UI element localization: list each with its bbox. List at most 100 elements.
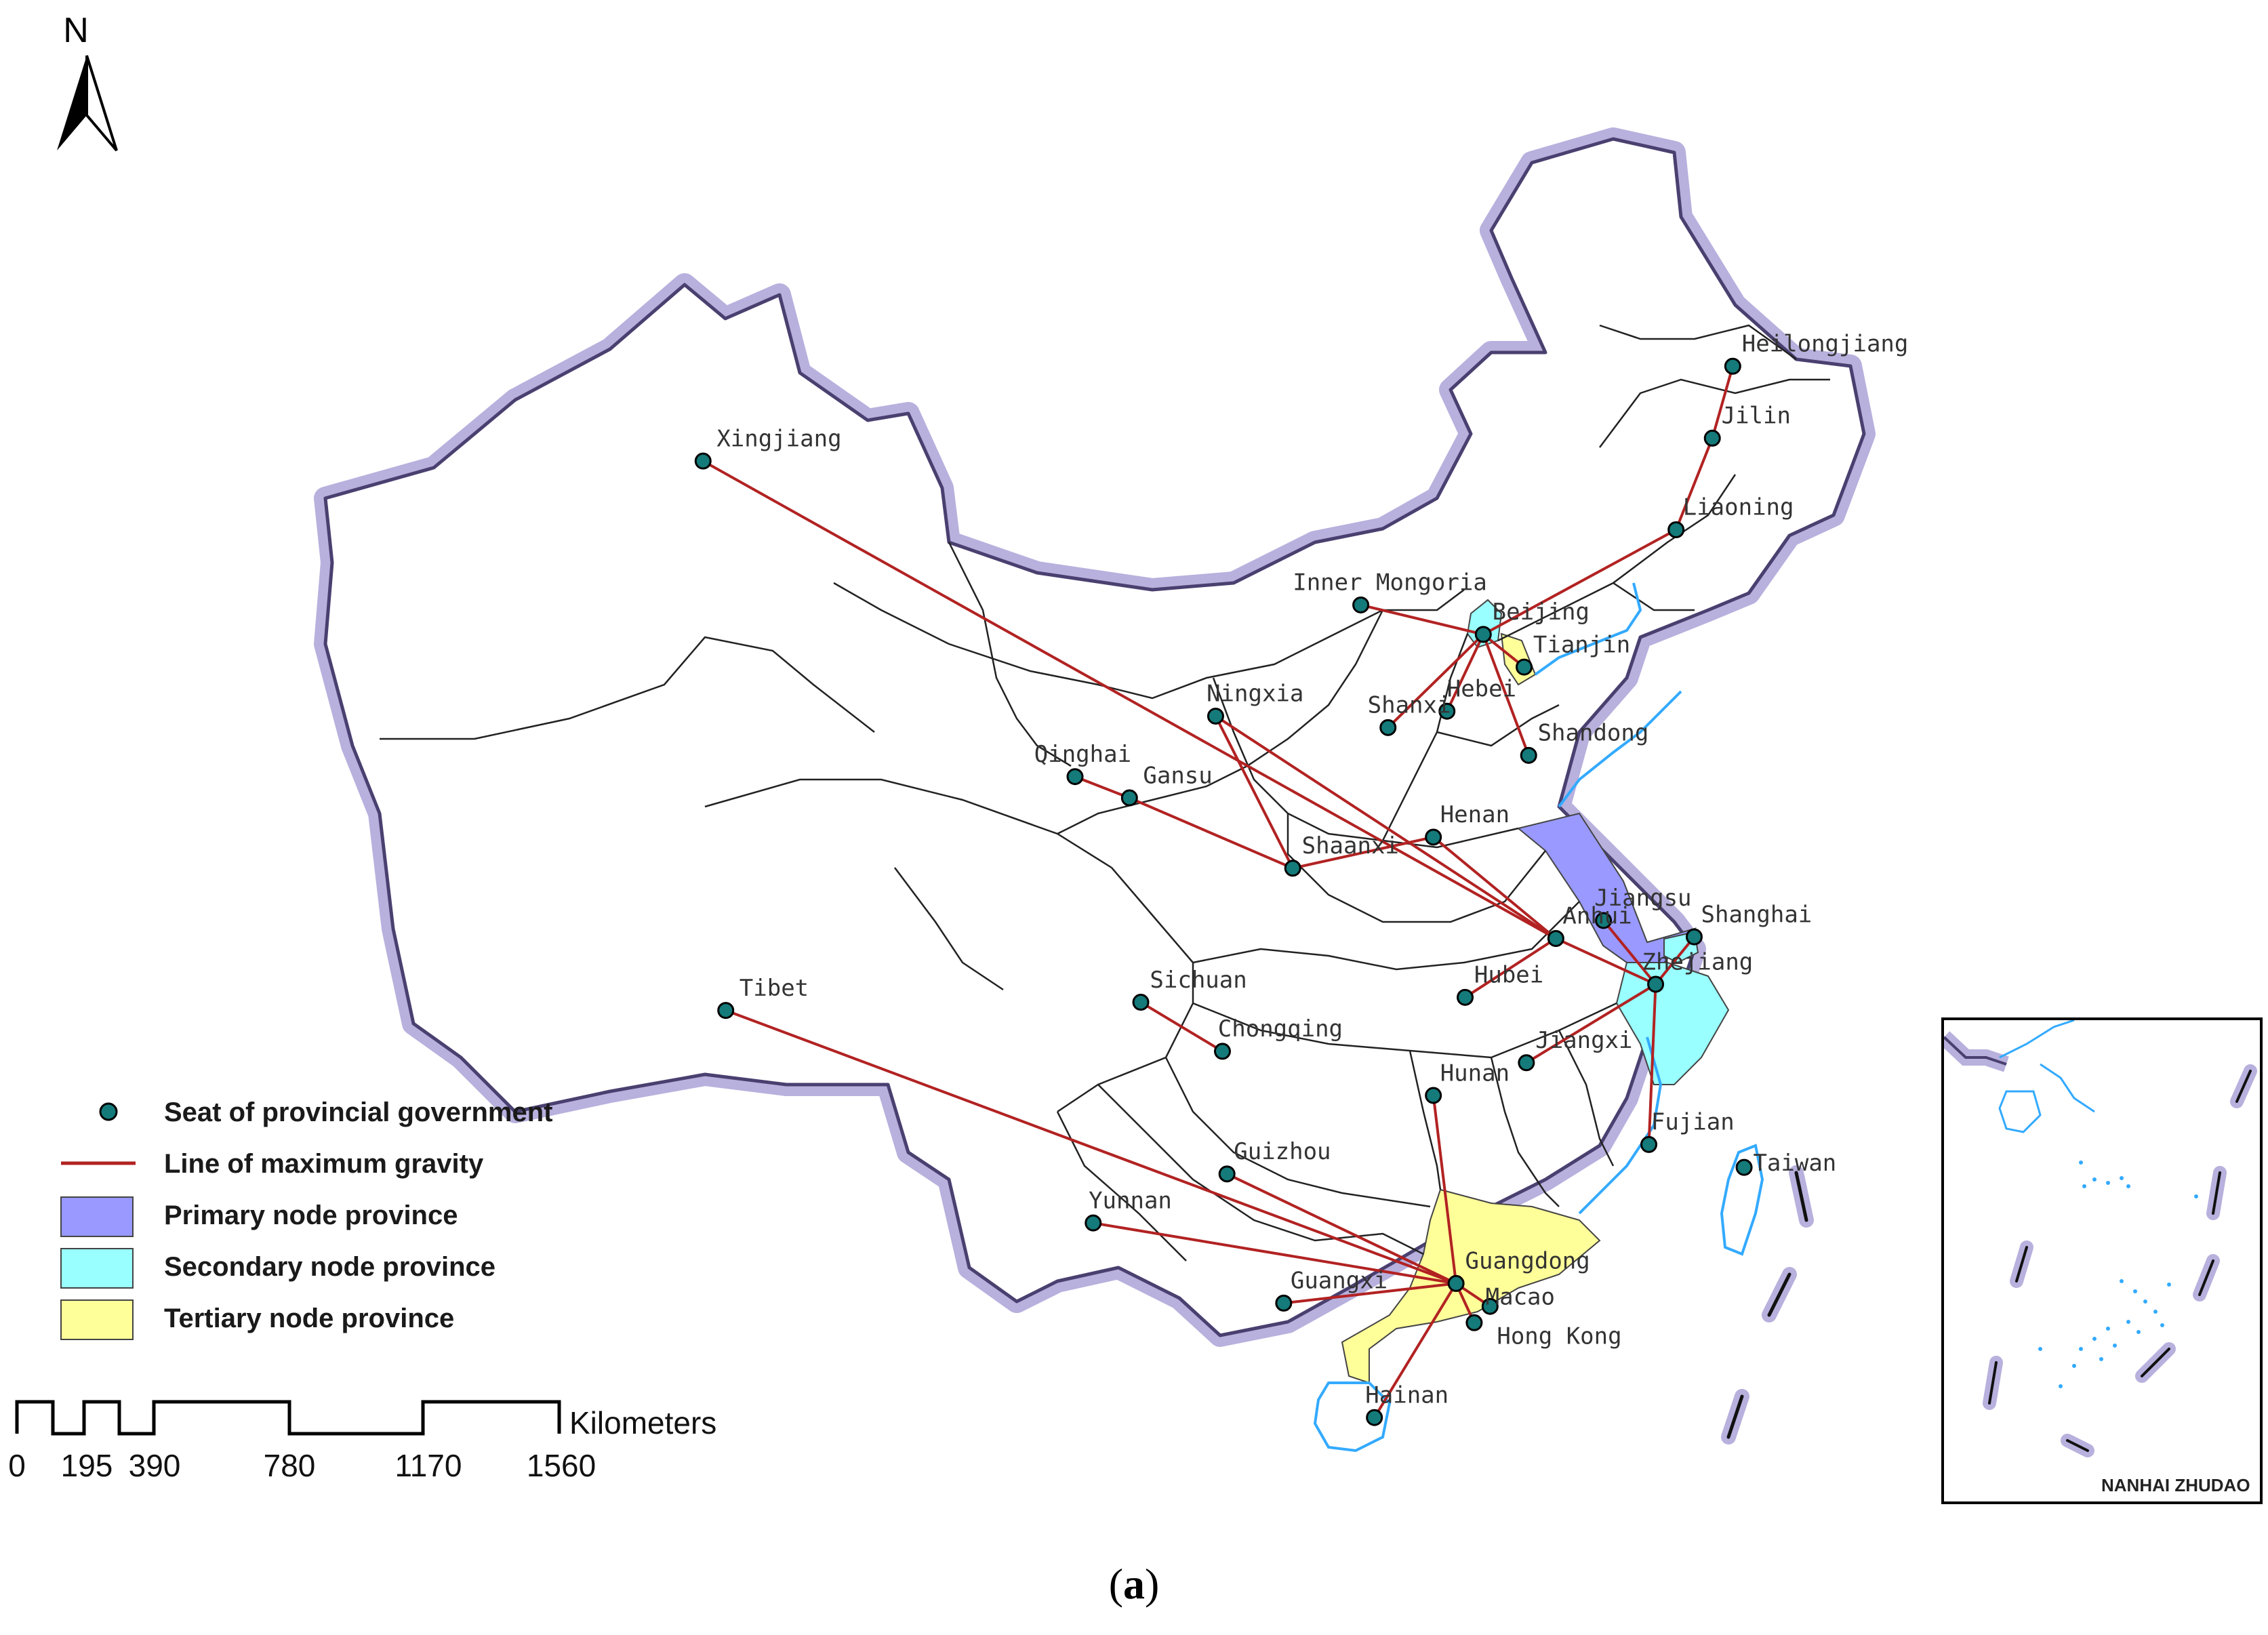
seat-point-zhejiang <box>1647 975 1665 993</box>
province-label-sichuan: Sichuan <box>1150 967 1247 994</box>
gravity-line-hainan-guangdong <box>1373 1283 1457 1419</box>
seat-point-beijing <box>1474 626 1492 643</box>
scale-bar-line <box>15 1400 561 1436</box>
gravity-line-anhui-zhejiang <box>1555 937 1657 986</box>
province-label-gansu: Gansu <box>1143 762 1212 789</box>
gravity-line-qinghai-gansu <box>1074 775 1131 799</box>
legend: Seat of provincial government Line of ma… <box>60 1097 552 1340</box>
gravity-line-guangxi-guangdong <box>1283 1282 1457 1305</box>
seat-point-hebei <box>1438 702 1456 720</box>
gravity-line-tianjin-beijing <box>1482 633 1525 668</box>
gravity-line-shandong-beijing <box>1482 634 1531 756</box>
country-outline <box>314 127 1876 1347</box>
province-label-heilongjiang: Heilongjiang <box>1742 331 1909 358</box>
gravity-line-xingjiang-anhui <box>702 460 1557 940</box>
north-arrow-icon <box>57 56 87 150</box>
province-zhejiang-secondary <box>1615 962 1730 1085</box>
gravity-line-shanghai-zhejiang <box>1655 935 1696 986</box>
gravity-line-shaanxi-henan <box>1292 835 1434 870</box>
province-label-macao: Macao <box>1486 1284 1555 1311</box>
seat-point-liaoning <box>1667 521 1685 538</box>
province-label-guizhou: Guizhou <box>1234 1138 1331 1165</box>
province-label-henan: Henan <box>1440 801 1510 828</box>
province-label-xingjiang: Xingjiang <box>716 425 841 452</box>
gravity-line-ningxia-anhui <box>1215 714 1557 940</box>
seat-point-jiangsu <box>1595 912 1613 929</box>
gravity-line-gansu-shaanxi <box>1129 796 1294 870</box>
seat-point-sichuan <box>1132 994 1150 1011</box>
gravity-line-hubei-anhui <box>1464 937 1557 998</box>
province-label-qinghai: Qinghai <box>1034 741 1131 768</box>
province-label-guangdong: Guangdong <box>1465 1248 1590 1275</box>
seat-point-heilongjiang <box>1724 357 1741 375</box>
gravity-line-jilin-liaoning <box>1674 437 1714 531</box>
gravity-line-heilongjiang-jilin <box>1711 365 1735 439</box>
scale-tick-0: 0 <box>8 1448 26 1483</box>
gravity-line-zhejiang-jiangsu <box>1602 919 1657 986</box>
seat-point-innermongolia <box>1352 596 1370 613</box>
scale-unit: Kilometers <box>569 1405 716 1440</box>
province-label-taiwan: Taiwan <box>1753 1150 1836 1177</box>
province-label-liaoning: Liaoning <box>1683 494 1794 521</box>
legend-tertiary-label: Tertiary node province <box>164 1304 454 1333</box>
figure-caption: (a) <box>1108 1560 1160 1608</box>
seat-point-guizhou <box>1218 1165 1236 1183</box>
seat-point-gansu <box>1120 789 1138 807</box>
boundary-dashes <box>1721 1165 1814 1445</box>
seat-point-anhui <box>1547 929 1564 947</box>
legend-secondary-swatch <box>60 1248 134 1289</box>
seat-point-qinghai <box>1066 768 1084 786</box>
seat-point-yunnan <box>1085 1214 1102 1232</box>
province-label-jilin: Jilin <box>1722 403 1791 430</box>
gravity-line-hebei-beijing <box>1445 634 1485 712</box>
gravity-line-henan-anhui <box>1432 836 1557 940</box>
province-label-shanxi: Shanxi <box>1368 692 1451 719</box>
gravity-line-guizhou-guangdong <box>1226 1173 1457 1285</box>
legend-point-label: Seat of provincial government <box>164 1097 552 1127</box>
seat-point-hunan <box>1425 1087 1442 1104</box>
seat-point-hubei <box>1457 988 1474 1006</box>
gravity-line-liaoning-beijing <box>1482 528 1677 636</box>
seat-point-hongkong <box>1465 1314 1483 1331</box>
seat-point-taiwan <box>1735 1158 1753 1176</box>
province-label-shanghai: Shanghai <box>1701 901 1813 928</box>
seat-point-henan <box>1425 828 1442 846</box>
seat-point-jiangxi <box>1518 1054 1535 1072</box>
gravity-line-ningxia-shaanxi <box>1214 715 1295 869</box>
hainan-island <box>1313 1381 1392 1453</box>
provincial-seats <box>694 357 1753 1426</box>
seat-point-tibet <box>717 1002 735 1020</box>
gravity-line-fujian-zhejiang <box>1647 984 1657 1145</box>
province-label-ningxia: Ningxia <box>1207 681 1303 708</box>
legend-primary-label: Primary node province <box>164 1200 458 1230</box>
seat-point-xingjiang <box>694 452 712 470</box>
gravity-line-yunnan-guangdong <box>1093 1222 1457 1285</box>
gravity-line-innermongolia-beijing <box>1360 603 1484 636</box>
scale-tick-1: 195 <box>61 1448 113 1483</box>
taiwan-island <box>1720 1144 1764 1256</box>
province-label-hongkong: Hong Kong <box>1497 1323 1621 1350</box>
inset-label: NANHAI ZHUDAO <box>2101 1475 2250 1495</box>
province-label-fujian: Fujian <box>1651 1109 1735 1136</box>
province-label-hainan: Hainan <box>1365 1381 1449 1409</box>
inset-map: NANHAI ZHUDAO <box>1941 1017 2263 1504</box>
gravity-line-sichuan-chongqing <box>1140 1001 1223 1053</box>
legend-secondary-label: Secondary node province <box>164 1252 495 1282</box>
scale-tick-4: 1170 <box>395 1448 462 1483</box>
seat-point-guangxi <box>1275 1294 1293 1312</box>
coastline <box>1313 582 1764 1453</box>
province-label-innermongolia: Inner Mongoria <box>1293 569 1487 597</box>
seat-point-hainan <box>1366 1409 1383 1426</box>
legend-primary-swatch <box>60 1196 134 1237</box>
caption-letter: a <box>1123 1560 1145 1608</box>
gravity-line-hunan-guangdong <box>1432 1095 1458 1284</box>
province-label-jiangsu: Jiangsu <box>1594 885 1691 912</box>
seat-point-shanxi <box>1379 719 1397 736</box>
province-label-tibet: Tibet <box>740 975 809 1002</box>
north-arrow: N <box>57 11 118 152</box>
province-label-yunnan: Yunnan <box>1089 1187 1172 1214</box>
scale-tick-5: 1560 <box>527 1448 596 1483</box>
province-label-chongqing: Chongqing <box>1218 1015 1343 1043</box>
province-label-hebei: Hebei <box>1447 675 1516 702</box>
province-label-guangxi: Guangxi <box>1291 1268 1388 1295</box>
